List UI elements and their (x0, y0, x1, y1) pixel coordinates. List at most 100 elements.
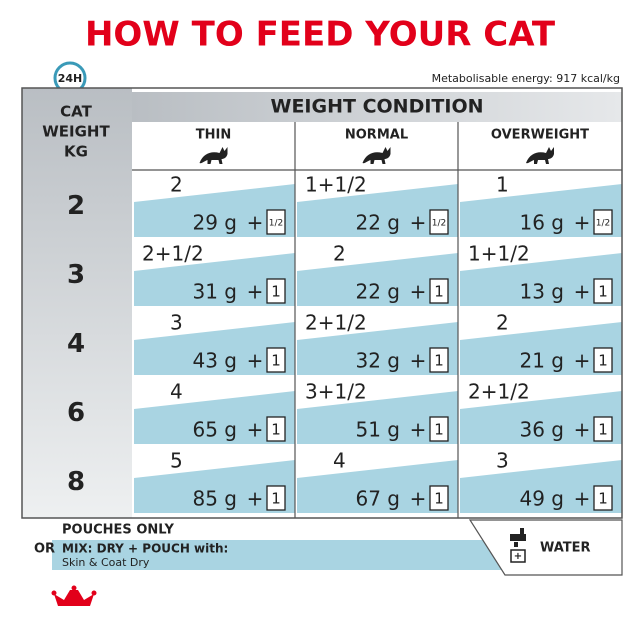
dry-amount: 2 (333, 242, 346, 266)
pouch-amount: 1 (271, 352, 281, 370)
plus: + (574, 487, 591, 511)
cell-band (297, 460, 458, 513)
table-border (21, 87, 623, 519)
pouch-icon (429, 347, 449, 373)
column-header-cell (132, 122, 295, 170)
cell-band (134, 391, 295, 444)
dry-amount: 4 (333, 449, 346, 473)
wet-amount: 22 g (355, 211, 400, 235)
title: HOW TO FEED YOUR CAT (85, 15, 556, 55)
wet-amount: 22 g (355, 280, 400, 304)
pouch-amount: 1 (434, 352, 444, 370)
column-header: NORMAL (345, 128, 408, 143)
wet-amount: 85 g (192, 487, 237, 511)
pouch-amount: 1 (271, 490, 281, 508)
wet-amount: 32 g (355, 349, 400, 373)
plus: + (247, 418, 264, 442)
pouch-icon (429, 209, 449, 235)
column-header: OVERWEIGHT (491, 128, 589, 143)
plus: + (247, 280, 264, 304)
pouch-icon (266, 416, 286, 442)
cell-band (297, 184, 458, 237)
cell-band (460, 322, 622, 375)
weight: 8 (67, 467, 85, 497)
pouch-amount: 1/2 (596, 219, 610, 229)
svg-text:+: + (514, 551, 522, 562)
dry-amount: 1+1/2 (305, 173, 367, 197)
plus: + (247, 487, 264, 511)
pouch-icon (593, 209, 613, 235)
or: OR (34, 542, 55, 557)
column-header-cell (458, 122, 622, 170)
pouch-amount: 1 (271, 421, 281, 439)
faucet-icon: + (510, 528, 526, 563)
energy: Metabolisable energy: 917 kcal/kg (432, 72, 620, 85)
pouch-icon (593, 347, 613, 373)
wet-amount: 43 g (192, 349, 237, 373)
cell-band (134, 460, 295, 513)
pouch-amount: 1/2 (432, 219, 446, 229)
row-header: KG (64, 143, 88, 161)
water-box (468, 519, 623, 576)
pouch-amount: 1 (271, 283, 281, 301)
mix-band (52, 540, 520, 570)
wet-amount: 21 g (519, 349, 564, 373)
weight-column (22, 88, 132, 518)
plus: + (410, 280, 427, 304)
pouch-icon (429, 416, 449, 442)
cell-band (460, 184, 622, 237)
dry-amount: 2+1/2 (468, 380, 530, 404)
pouch-icon (593, 416, 613, 442)
wet-amount: 16 g (519, 211, 564, 235)
plus: + (574, 280, 591, 304)
brand-logo (46, 585, 110, 612)
pouch-icon (593, 278, 613, 304)
badge-label: 24H (58, 72, 83, 85)
table: CAT WEIGHT KG WEIGHT CONDITION THIN NORMAL OVE… (42, 96, 622, 518)
wet-amount: 31 g (192, 280, 237, 304)
cell-band (297, 322, 458, 375)
cell-band (134, 184, 295, 237)
plus: + (410, 418, 427, 442)
weight: 3 (67, 260, 85, 290)
cell-band (460, 460, 622, 513)
pouch-icon (266, 278, 286, 304)
weight: 4 (67, 329, 85, 359)
column-header-cell (295, 122, 458, 170)
plus: + (410, 349, 427, 373)
dry-amount: 1 (496, 173, 509, 197)
pouch-amount: 1/2 (269, 219, 283, 229)
dry-amount: 4 (170, 380, 183, 404)
cell-band (134, 322, 295, 375)
pouch-amount: 1 (598, 283, 608, 301)
pouch-amount: 1 (598, 421, 608, 439)
wet-amount: 51 g (355, 418, 400, 442)
pouch-amount: 1 (434, 283, 444, 301)
weight: 2 (67, 191, 85, 221)
pouch-icon (593, 485, 613, 511)
cat-icon (526, 147, 554, 164)
plus: + (574, 211, 591, 235)
dry-amount: 2 (170, 173, 183, 197)
column-header: THIN (196, 128, 231, 143)
plus: + (247, 211, 264, 235)
weight: 6 (67, 398, 85, 428)
dry-amount: 3+1/2 (305, 380, 367, 404)
dry-amount: 1+1/2 (468, 242, 530, 266)
group-header: WEIGHT CONDITION (271, 96, 484, 118)
wet-amount: 29 g (192, 211, 237, 235)
dry-amount: 2+1/2 (142, 242, 204, 266)
mix: MIX: DRY + POUCH with: (62, 542, 228, 556)
plus: + (410, 211, 427, 235)
wet-amount: 36 g (519, 418, 564, 442)
pouch-amount: 1 (434, 421, 444, 439)
dry-amount: 3 (496, 449, 509, 473)
cat-icon (362, 147, 391, 164)
pouch-icon (266, 209, 286, 235)
pouches-only: POUCHES ONLY (62, 523, 175, 538)
wet-amount: 65 g (192, 418, 237, 442)
plus: + (574, 418, 591, 442)
wet-amount: 13 g (519, 280, 564, 304)
